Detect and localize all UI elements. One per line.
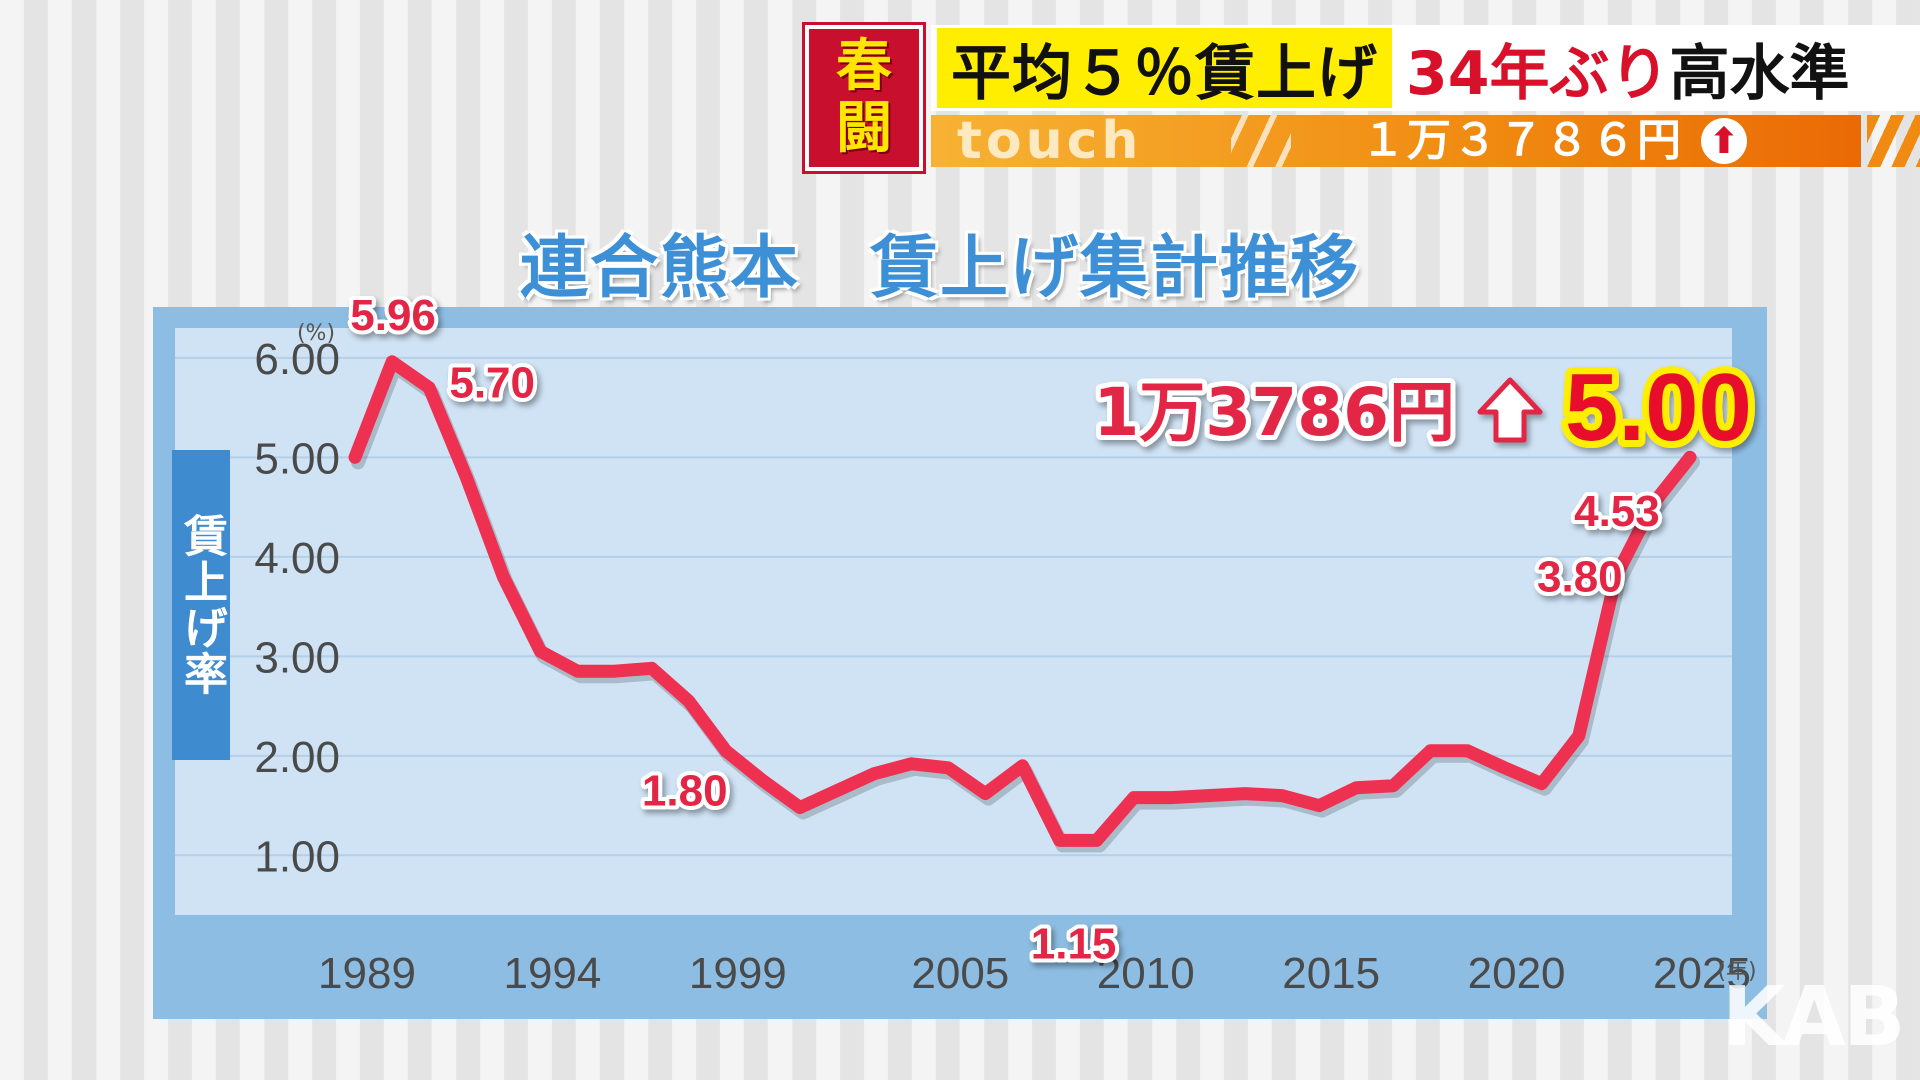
highlight-value-label: 5.00	[1565, 354, 1752, 461]
decorative-stripes	[1867, 115, 1920, 167]
headline-left: 平均５％賃上げ	[937, 28, 1392, 109]
data-label: 5.96	[350, 291, 436, 340]
highlight-amount-label: 1万3786円	[1093, 374, 1455, 451]
data-label: 1.15	[1031, 919, 1117, 968]
headline-right-red: 34年ぶり	[1406, 38, 1670, 109]
data-label: 5.70	[449, 359, 535, 408]
up-arrow-icon: ⬆	[1701, 118, 1747, 164]
data-label: 4.53	[1574, 487, 1660, 536]
chart-title: 連合熊本 賃上げ集計推移	[520, 229, 1361, 308]
shunto-badge: 春 闘	[805, 25, 923, 171]
sub-headline-amount: １万３７８６円	[1361, 115, 1683, 166]
kab-logo: KAB	[1722, 970, 1906, 1065]
x-tick-label: 2020	[1468, 949, 1566, 998]
headline-row: 平均５％賃上げ 34年ぶり高水準	[931, 25, 1920, 111]
x-tick-label: 2010	[1097, 949, 1195, 998]
y-tick-label: 5.00	[254, 434, 340, 483]
x-tick-label: 1999	[689, 949, 787, 998]
badge-char-top: 春	[836, 34, 892, 99]
headline-banner: 春 闘 平均５％賃上げ 34年ぶり高水準 touch １万３７８６円 ⬆	[805, 25, 1920, 175]
y-axis-label: 賃上げ率	[172, 450, 230, 760]
y-tick-label: 1.00	[254, 832, 340, 881]
x-tick-label: 1994	[503, 949, 601, 998]
plot-area	[175, 328, 1732, 915]
y-unit-label: (%)	[297, 321, 335, 346]
decorative-slashes	[1231, 115, 1291, 167]
x-tick-label: 2025	[1653, 949, 1751, 998]
y-tick-label: 4.00	[254, 534, 340, 583]
y-tick-label: 3.00	[254, 633, 340, 682]
headline-right: 34年ぶり高水準	[1406, 25, 1850, 112]
sub-headline-bar: touch １万３７８６円 ⬆	[931, 111, 1861, 171]
x-tick-label: 2015	[1282, 949, 1380, 998]
data-label: 3.80	[1537, 553, 1623, 602]
data-label: 1.80	[642, 767, 728, 816]
segment-tag: touch	[957, 111, 1143, 171]
series-line	[348, 355, 1697, 847]
y-tick-label: 6.00	[254, 335, 340, 384]
badge-char-bottom: 闘	[836, 96, 892, 161]
headline-right-black: 高水準	[1669, 38, 1850, 109]
x-tick-label: 1989	[318, 949, 416, 998]
x-tick-label: 2005	[911, 949, 1009, 998]
x-unit-label: (年)	[1717, 959, 1756, 984]
up-arrow-icon	[1477, 377, 1543, 443]
y-tick-label: 2.00	[254, 733, 340, 782]
